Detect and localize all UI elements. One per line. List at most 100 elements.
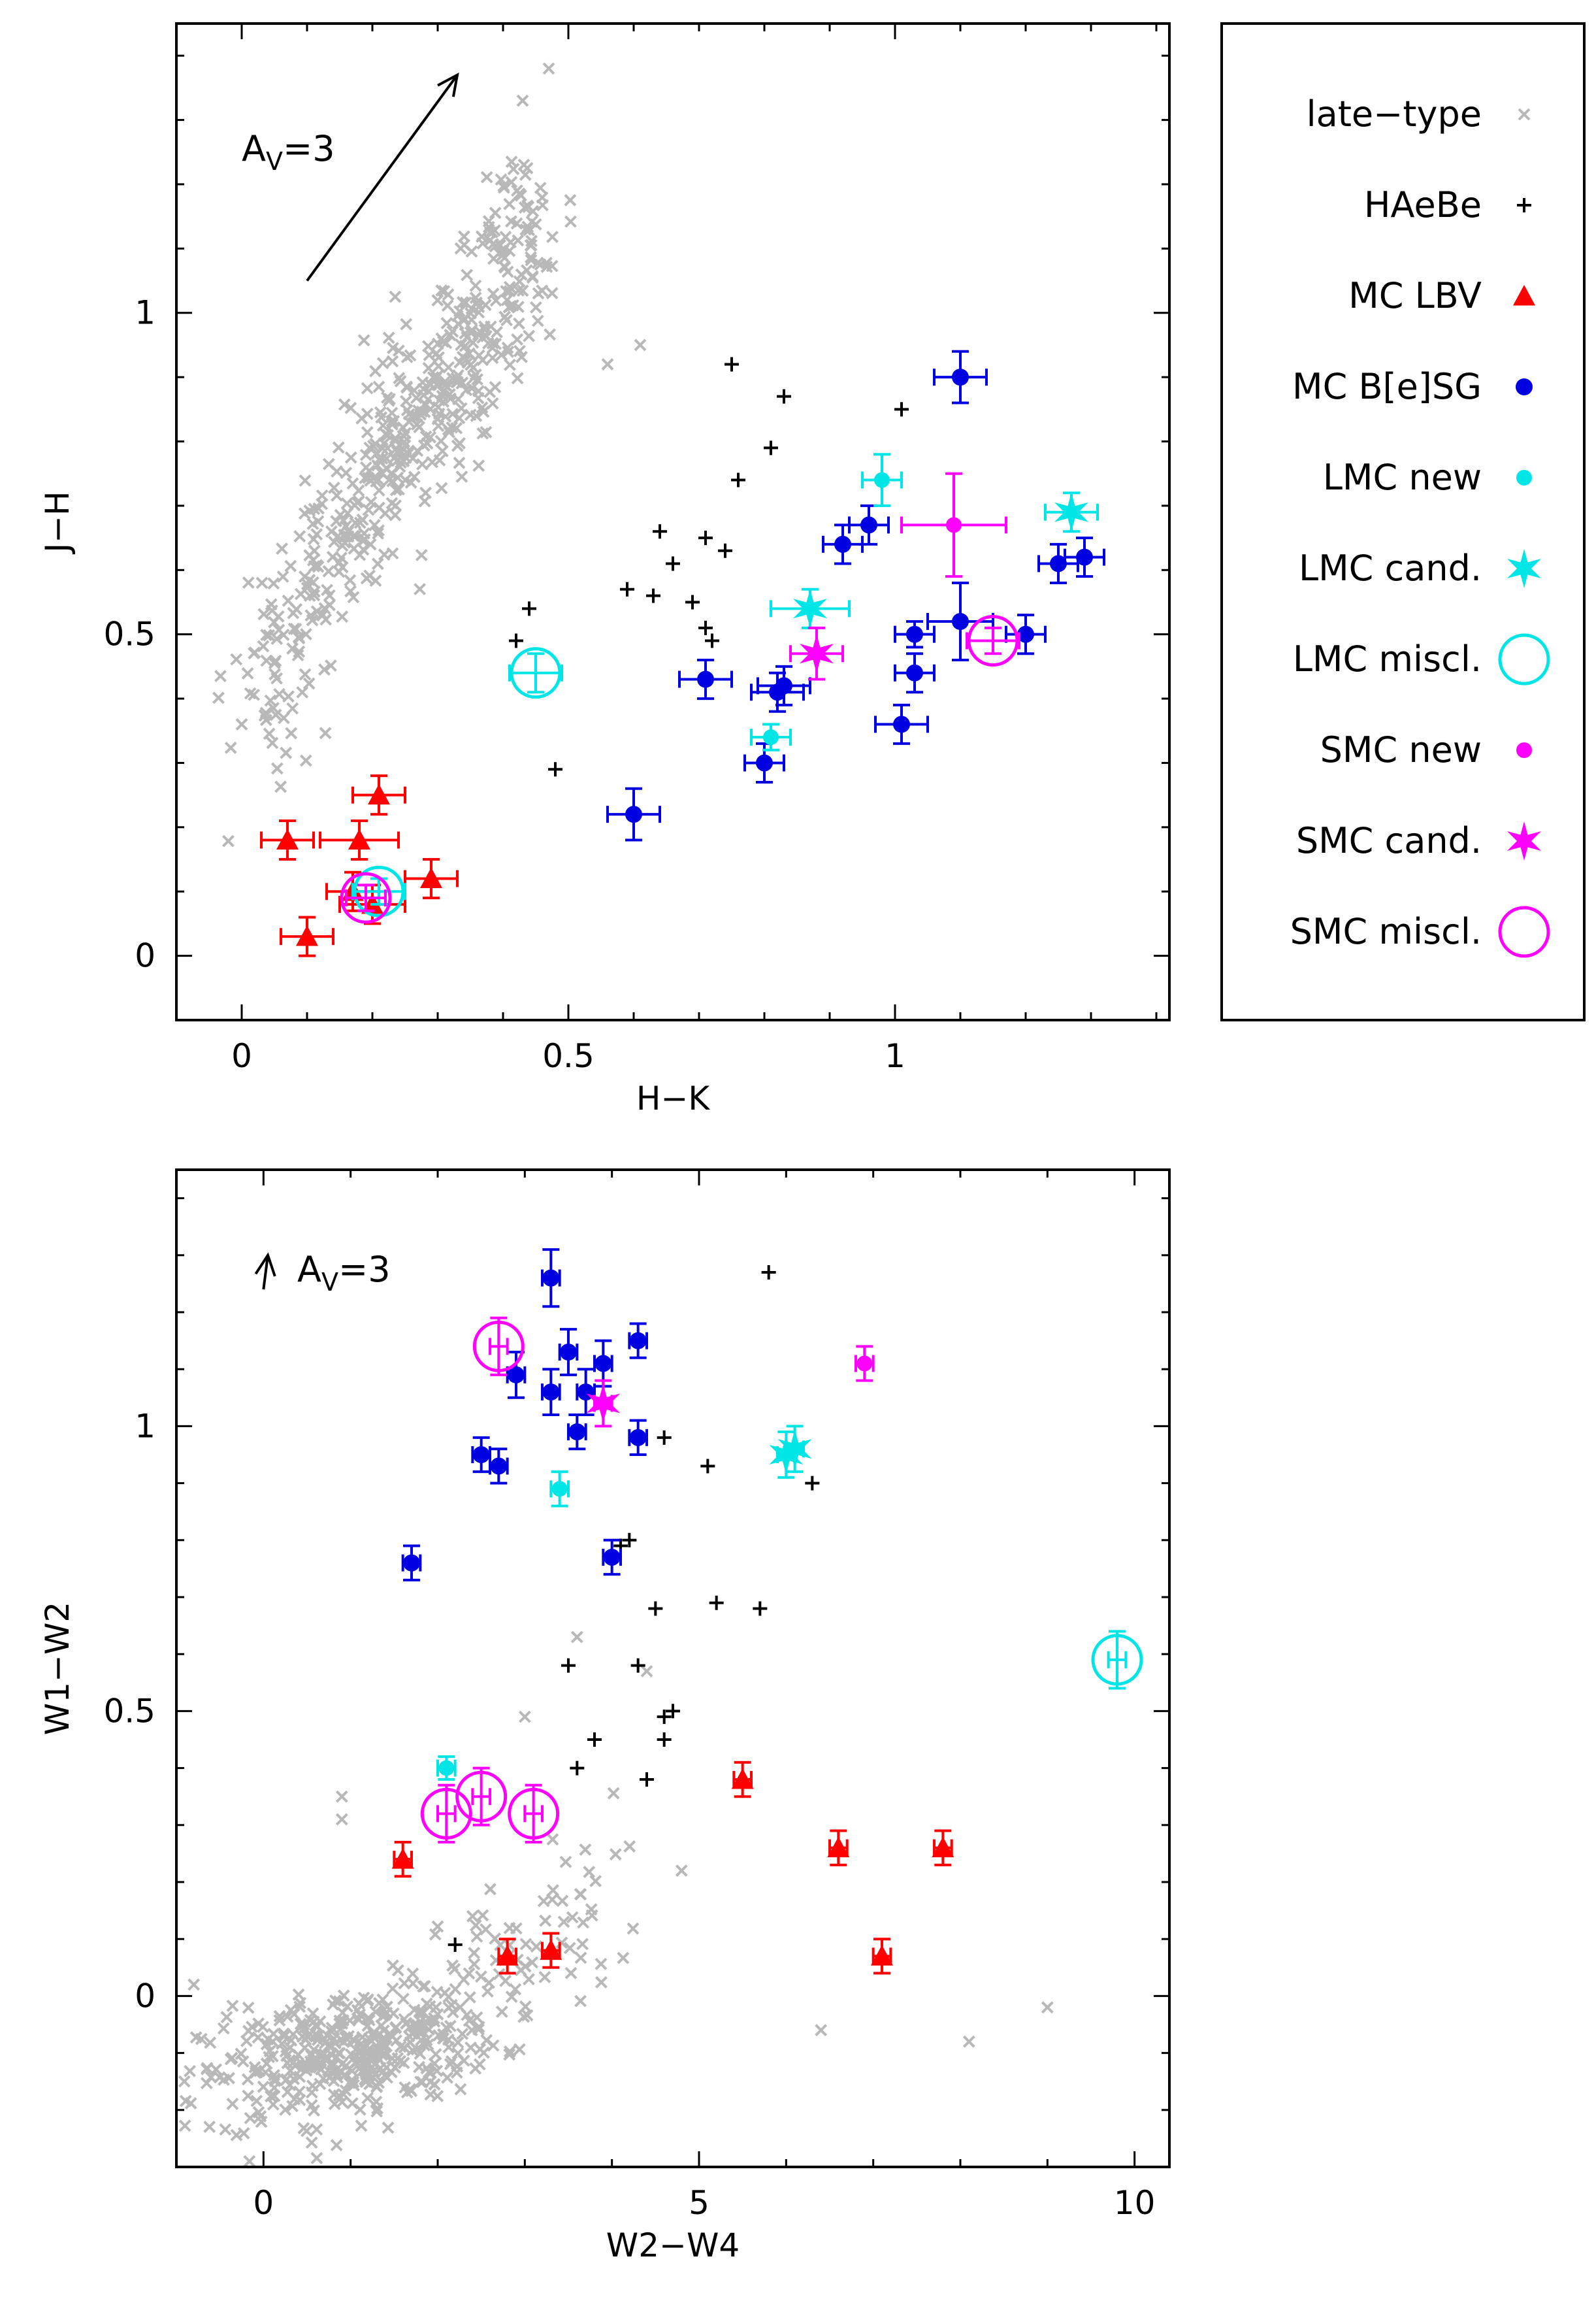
late-type-point	[287, 2008, 301, 2021]
late-type-point	[370, 2105, 383, 2118]
series-lmcmiscl	[351, 647, 563, 917]
late-type-point	[478, 2046, 490, 2059]
late-type-point	[487, 252, 500, 265]
late-type-point	[394, 2040, 407, 2053]
late-type-point	[420, 2034, 433, 2047]
late-type-point	[472, 349, 485, 362]
late-type-point	[505, 1991, 518, 2003]
late-type-point	[308, 503, 321, 516]
late-type-point	[274, 780, 287, 793]
bsg-point	[594, 1355, 612, 1372]
late-type-point	[536, 191, 549, 204]
late-type-point	[469, 1919, 482, 1932]
late-type-point	[499, 231, 512, 243]
late-type-point	[224, 741, 237, 754]
smcmiscl-point	[508, 1787, 560, 1840]
late-type-point	[309, 2019, 322, 2032]
late-type-point	[498, 181, 510, 194]
late-type-point	[330, 2139, 343, 2152]
late-type-point	[505, 215, 517, 228]
late-type-point	[428, 2012, 440, 2024]
late-type-point	[312, 560, 325, 573]
haebe-point	[657, 1430, 672, 1445]
bsg-point	[906, 664, 923, 682]
haebe-point	[522, 601, 536, 616]
late-type-point	[389, 484, 402, 497]
late-type-point	[442, 1991, 455, 2004]
late-type-point	[264, 694, 277, 707]
late-type-point	[503, 1922, 516, 1934]
late-type-point	[519, 1938, 532, 1951]
late-type-point	[531, 256, 544, 269]
late-type-point	[270, 762, 284, 775]
late-type-point	[386, 355, 399, 368]
late-type-point	[326, 2064, 339, 2077]
haebe-point	[657, 1732, 672, 1747]
late-type-point	[293, 645, 306, 658]
late-type-point	[546, 287, 559, 300]
late-type-point	[385, 414, 399, 427]
late-type-point	[422, 2066, 435, 2079]
legend-marker-haebe	[1517, 198, 1531, 212]
late-type-point	[476, 427, 489, 440]
bsg-point	[860, 516, 877, 534]
late-type-point	[370, 2080, 383, 2093]
late-type-point	[464, 2041, 477, 2054]
late-type-point	[453, 456, 466, 469]
late-type-point	[319, 2037, 331, 2049]
late-type-point	[179, 2094, 192, 2107]
haebe-point	[587, 1732, 602, 1747]
legend-marker-lmcmiscl	[1498, 633, 1550, 686]
series-lbv	[391, 1760, 954, 1975]
smccand-point	[800, 634, 834, 674]
late-type-point	[570, 1630, 583, 1644]
late-type-point	[353, 2062, 366, 2075]
late-type-point	[242, 576, 255, 589]
late-type-point	[455, 402, 468, 415]
late-type-point	[359, 472, 372, 484]
late-type-point	[453, 356, 466, 369]
late-type-point	[589, 1875, 602, 1887]
bsg-point	[560, 1344, 577, 1361]
late-type-point	[302, 2059, 315, 2072]
late-type-point	[272, 623, 285, 636]
late-type-point	[305, 2086, 318, 2099]
late-type-point	[353, 2013, 365, 2026]
late-type-point	[415, 549, 428, 561]
bsg-point	[769, 684, 786, 701]
x-axis-label: W2−W4	[606, 2226, 740, 2264]
late-type-point	[435, 482, 448, 495]
late-type-point	[369, 365, 382, 378]
late-type-point	[484, 1883, 497, 1896]
late-type-point	[322, 565, 335, 578]
haebe-point	[753, 1601, 768, 1616]
late-type-point	[372, 501, 385, 514]
late-type-point	[270, 633, 284, 646]
late-type-point	[525, 254, 538, 267]
haebe-point	[561, 1658, 576, 1673]
late-type-point	[470, 2011, 483, 2024]
late-type-point	[427, 371, 440, 384]
late-type-point	[441, 2071, 454, 2084]
late-type-point	[353, 1997, 365, 2010]
late-type-point	[358, 527, 370, 540]
haebe-point	[725, 357, 739, 372]
lmcmiscl-point	[510, 647, 562, 699]
late-type-point	[257, 640, 270, 653]
series-haebe	[509, 357, 909, 777]
late-type-point	[293, 2070, 306, 2083]
late-type-point	[418, 1979, 431, 1992]
late-type-point	[432, 351, 445, 364]
late-type-point	[437, 2032, 450, 2045]
smcmiscl-point	[455, 1770, 508, 1823]
late-type-point	[418, 495, 431, 508]
late-type-point	[266, 2050, 279, 2063]
bsg-point	[625, 806, 642, 823]
late-type-point	[391, 2052, 404, 2065]
late-type-point	[455, 471, 468, 483]
plot-frame	[175, 1168, 1171, 2168]
legend-label: SMC miscl.	[1290, 911, 1482, 952]
late-type-point	[267, 577, 280, 590]
late-type-point	[413, 2060, 425, 2074]
